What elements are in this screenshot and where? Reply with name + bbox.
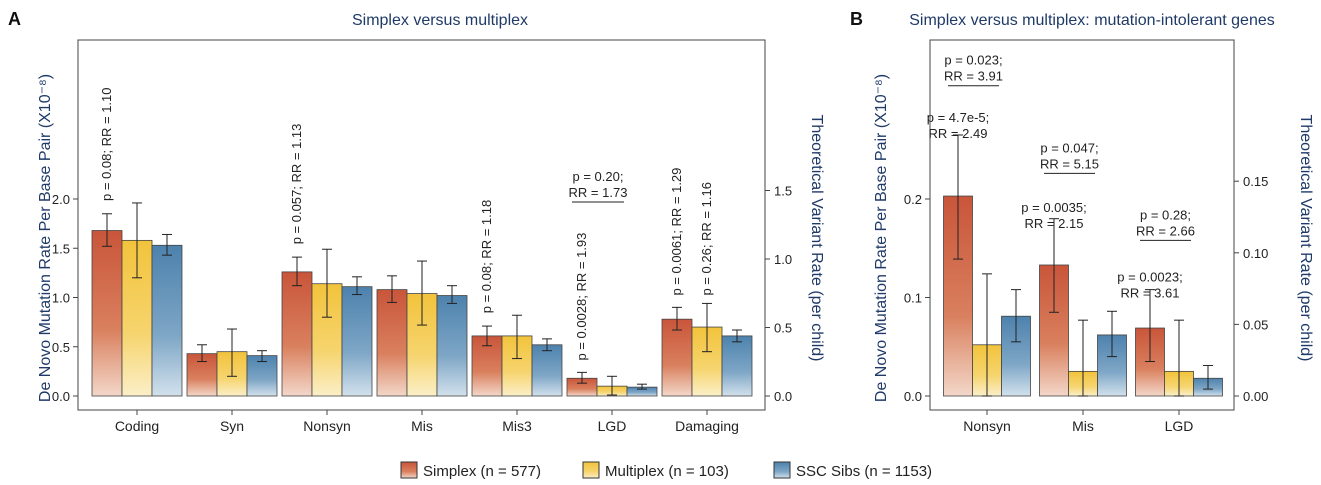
pa-category-label: Mis3 xyxy=(502,418,532,434)
pa-bar-sibs xyxy=(436,295,468,397)
pa-y2tick-label: 0.5 xyxy=(774,321,792,336)
pa-bar-sibs xyxy=(151,244,183,397)
pa-ytick-label: 2.0 xyxy=(52,192,70,207)
pb-bracket-label: p = 0.023; xyxy=(944,53,1002,68)
pa-ytick-label: 1.0 xyxy=(52,291,70,306)
legend-label-simplex: Simplex (n = 577) xyxy=(423,463,541,480)
pa-bracket-label: RR = 1.73 xyxy=(569,185,628,200)
pa-y2tick-label: 1.0 xyxy=(774,252,792,267)
panel-b-plot: 0.0 0.1 0.2 0.00 0.05 0.10 0.15 Nonsyn Mis LGD p =… xyxy=(904,39,1268,434)
pa-bar-simplex xyxy=(91,230,123,397)
pb-ytick-label: 0.1 xyxy=(904,291,922,306)
pa-bar-sibs xyxy=(246,355,278,397)
pa-bracket-label: p = 0.20; xyxy=(573,169,624,184)
pb-category-label: Mis xyxy=(1072,418,1094,434)
pb-plot-frame xyxy=(929,39,1235,411)
pb-annotation-pvalue: RR = 2.49 xyxy=(929,126,988,141)
pa-ytick-label: 0.0 xyxy=(52,389,70,404)
legend-swatch-multiplex xyxy=(582,461,600,479)
pa-category-label: Syn xyxy=(220,418,244,434)
legend-label-multiplex: Multiplex (n = 103) xyxy=(605,463,729,480)
pb-y2tick-label: 0.05 xyxy=(1243,317,1268,332)
pa-bar-sibs xyxy=(531,344,563,397)
panel-b-title: Simplex versus multiplex: mutation-intol… xyxy=(909,12,1275,29)
pb-category-label: Nonsyn xyxy=(963,418,1010,434)
pa-annotation-pvalue: p = 0.08; RR = 1.18 xyxy=(479,200,494,313)
panel-b-letter: B xyxy=(850,9,863,29)
pa-bar-simplex xyxy=(281,271,313,397)
panel-a-title: Simplex versus multiplex xyxy=(352,12,528,29)
pb-bracket-label: p = 0.047; xyxy=(1040,140,1098,155)
pb-ytick-label: 0.2 xyxy=(904,192,922,207)
pb-bracket-label: RR = 3.91 xyxy=(944,69,1003,84)
pa-category-label: Coding xyxy=(115,418,159,434)
pb-annotation-pvalue: p = 0.0023; xyxy=(1117,270,1182,285)
pa-annotation-pvalue: p = 0.26; RR = 1.16 xyxy=(699,182,714,295)
pa-annotation-pvalue: p = 0.057; RR = 1.13 xyxy=(289,124,304,245)
panel-a-letter: A xyxy=(8,9,21,29)
legend-swatch-simplex xyxy=(400,461,418,479)
pb-annotation-pvalue: RR = 3.61 xyxy=(1121,286,1180,301)
panel-b-y2label: Theoretical Variant Rate (per child) xyxy=(1297,115,1314,362)
pb-bracket-label: p = 0.28; xyxy=(1140,207,1191,222)
pa-annotation-pvalue: p = 0.0028; RR = 1.93 xyxy=(574,233,589,361)
legend-swatch-sibs xyxy=(773,461,791,479)
panel-b-ylabel: De Novo Mutation Rate Per Base Pair (X10… xyxy=(873,74,890,402)
pb-y2tick-label: 0.00 xyxy=(1243,389,1268,404)
pa-bar-simplex xyxy=(661,318,693,397)
pa-ytick-label: 1.5 xyxy=(52,241,70,256)
panel-a-ylabel: De Novo Mutation Rate Per Base Pair (X10… xyxy=(37,74,54,402)
pa-bar-sibs xyxy=(341,286,373,397)
panel-a-y2label: Theoretical Variant Rate (per child) xyxy=(808,115,825,362)
pa-category-label: Mis xyxy=(411,418,433,434)
pb-y2tick-label: 0.15 xyxy=(1243,174,1268,189)
pa-bar-simplex xyxy=(376,289,408,397)
pb-bracket-label: RR = 2.66 xyxy=(1136,223,1195,238)
legend: Simplex (n = 577) Multiplex (n = 103) SS… xyxy=(400,461,932,480)
pa-bar-sibs xyxy=(721,335,753,397)
pb-y2tick-label: 0.10 xyxy=(1243,246,1268,261)
pa-y2tick-label: 1.5 xyxy=(774,184,792,199)
pa-y2tick-label: 0.0 xyxy=(774,389,792,404)
pa-category-label: Nonsyn xyxy=(303,418,350,434)
panel-a-plot: 0.0 0.5 1.0 1.5 2.0 0.0 0.5 1.0 1.5 Coding Syn Nons… xyxy=(52,39,792,434)
pb-ytick-label: 0.0 xyxy=(904,389,922,404)
pa-category-label: LGD xyxy=(598,418,627,434)
pb-annotation-pvalue: p = 4.7e-5; xyxy=(927,110,990,125)
pb-annotation-pvalue: p = 0.0035; xyxy=(1021,200,1086,215)
pb-category-label: LGD xyxy=(1165,418,1194,434)
pb-annotation-pvalue: RR = 2.15 xyxy=(1025,216,1084,231)
pa-annotation-pvalue: p = 0.0061; RR = 1.29 xyxy=(669,168,684,296)
pa-annotation-pvalue: p = 0.08; RR = 1.10 xyxy=(99,88,114,201)
pa-category-label: Damaging xyxy=(675,418,739,434)
pa-ytick-label: 0.5 xyxy=(52,340,70,355)
legend-label-sibs: SSC Sibs (n = 1153) xyxy=(796,463,932,480)
pb-bracket-label: RR = 5.15 xyxy=(1040,156,1099,171)
